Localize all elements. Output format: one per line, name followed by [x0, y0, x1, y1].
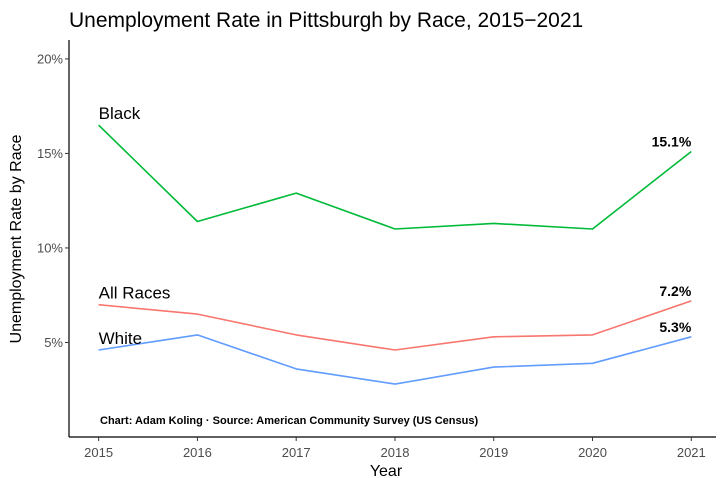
x-tick-label: 2019: [479, 445, 508, 460]
y-tick-label: 5%: [44, 335, 63, 350]
y-axis: 5% 10% 15% 20%: [37, 40, 70, 437]
y-tick-label: 15%: [37, 146, 63, 161]
series-label-white: White: [99, 329, 142, 348]
x-tick-label: 2018: [381, 445, 410, 460]
end-value-label-white: 5.3%: [659, 319, 691, 335]
end-value-label-black: 15.1%: [652, 134, 692, 150]
x-tick-label: 2015: [84, 445, 113, 460]
end-value-label-all-races: 7.2%: [659, 283, 691, 299]
x-axis-title: Year: [370, 463, 403, 478]
series-label-all-races: All Races: [99, 284, 171, 303]
x-tick-label: 2016: [183, 445, 212, 460]
series-label-black: Black: [99, 104, 141, 123]
series-line-white: [98, 334, 692, 385]
chart-caption: Chart: Adam Koling · Source: American Co…: [100, 415, 478, 427]
chart-title: Unemployment Rate in Pittsburgh by Race,…: [69, 9, 583, 32]
series-labels: Black 15.1% All Races 7.2% White 5.3%: [99, 104, 692, 348]
y-axis-title: Unemployment Rate by Race: [8, 134, 25, 343]
x-tick-label: 2017: [282, 445, 311, 460]
x-axis: 2015 2016 2017 2018 2019 2020 2021: [69, 436, 716, 460]
series-lines: [98, 124, 692, 385]
series-line-all-races: [98, 300, 692, 351]
y-tick-label: 20%: [37, 51, 63, 66]
series-line-black: [98, 124, 692, 230]
x-tick-label: 2020: [578, 445, 607, 460]
y-tick-label: 10%: [37, 240, 63, 255]
x-tick-label: 2021: [677, 445, 706, 460]
